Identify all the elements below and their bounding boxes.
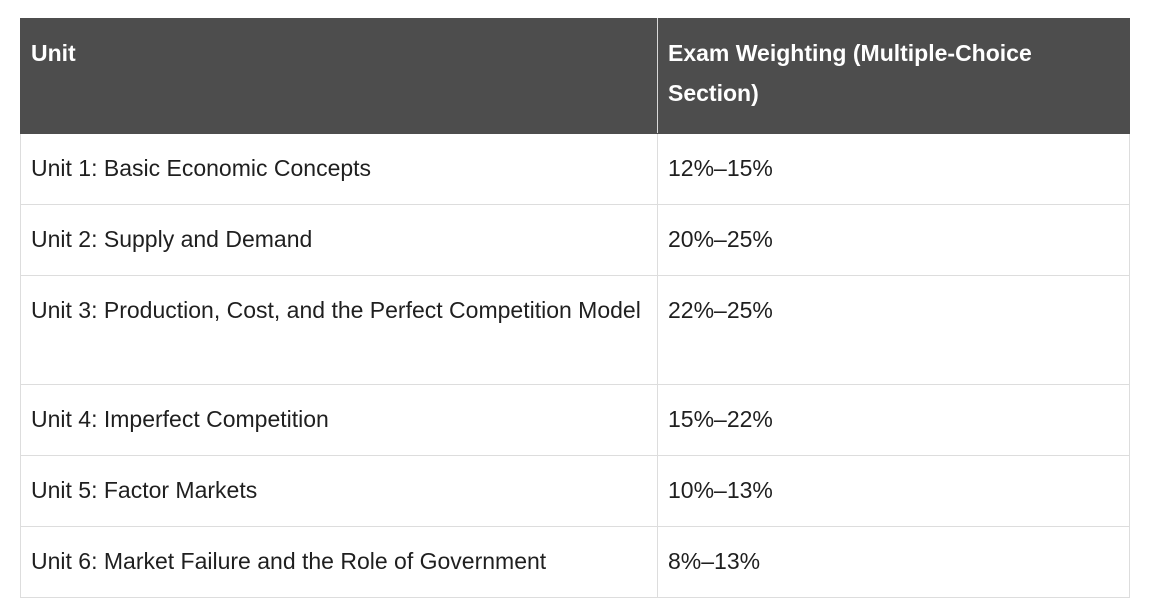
unit-cell: Unit 1: Basic Economic Concepts <box>20 133 658 205</box>
exam-weighting-table-container: Unit Exam Weighting (Multiple-Choice Sec… <box>20 18 1130 598</box>
weighting-cell: 20%–25% <box>657 204 1130 276</box>
table-header-row: Unit Exam Weighting (Multiple-Choice Sec… <box>20 18 1130 134</box>
table-row: Unit 1: Basic Economic Concepts 12%–15% <box>20 133 1130 205</box>
header-unit: Unit <box>20 18 658 134</box>
unit-cell: Unit 5: Factor Markets <box>20 455 658 527</box>
weighting-cell: 12%–15% <box>657 133 1130 205</box>
table-row: Unit 6: Market Failure and the Role of G… <box>20 526 1130 598</box>
header-exam-weighting: Exam Weighting (Multiple-Choice Section) <box>657 18 1130 134</box>
exam-weighting-table: Unit Exam Weighting (Multiple-Choice Sec… <box>20 18 1130 598</box>
unit-cell: Unit 2: Supply and Demand <box>20 204 658 276</box>
table-row: Unit 5: Factor Markets 10%–13% <box>20 455 1130 527</box>
weighting-cell: 8%–13% <box>657 526 1130 598</box>
unit-cell: Unit 6: Market Failure and the Role of G… <box>20 526 658 598</box>
table-row: Unit 4: Imperfect Competition 15%–22% <box>20 384 1130 456</box>
table-row: Unit 3: Production, Cost, and the Perfec… <box>20 275 1130 385</box>
unit-cell: Unit 4: Imperfect Competition <box>20 384 658 456</box>
weighting-cell: 22%–25% <box>657 275 1130 385</box>
weighting-cell: 15%–22% <box>657 384 1130 456</box>
unit-cell: Unit 3: Production, Cost, and the Perfec… <box>20 275 658 385</box>
table-row: Unit 2: Supply and Demand 20%–25% <box>20 204 1130 276</box>
weighting-cell: 10%–13% <box>657 455 1130 527</box>
